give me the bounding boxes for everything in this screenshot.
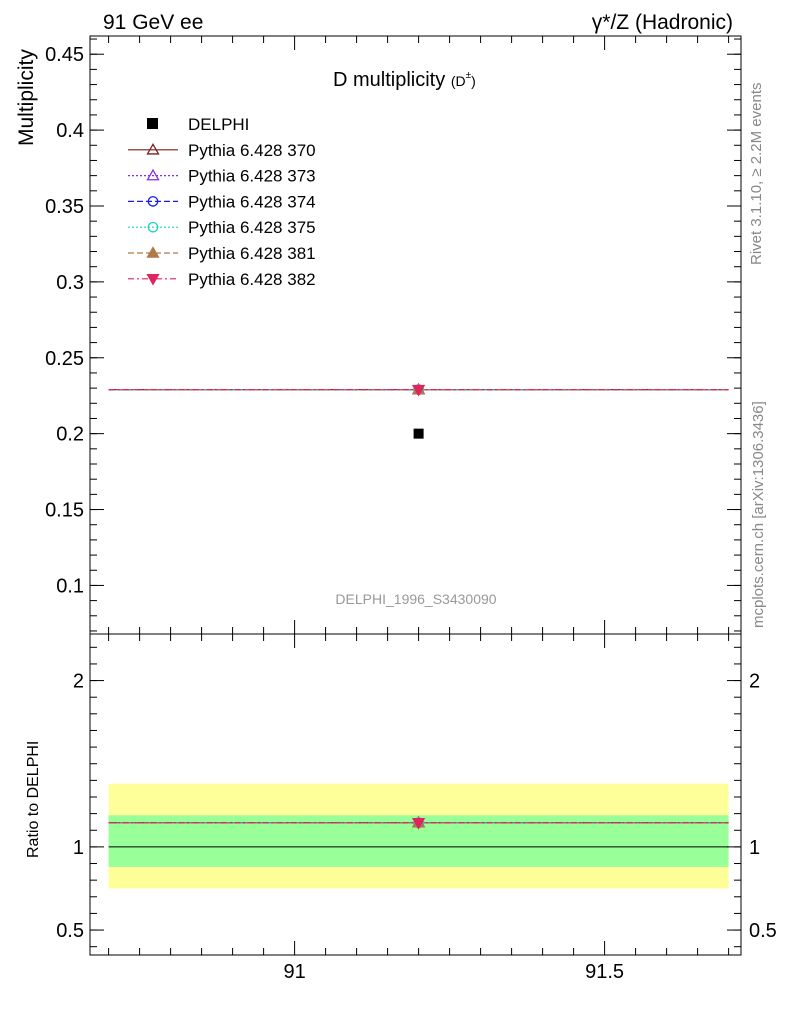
legend-marker-5 (146, 274, 160, 286)
title-main: D multiplicity (333, 69, 445, 91)
legend-marker-3 (147, 221, 159, 233)
legend-label-4: Pythia 6.428 381 (188, 244, 316, 263)
data-point-delphi (413, 428, 424, 439)
mcplots-label: mcplots.cern.ch [arXiv:1306.3436] (750, 401, 767, 628)
main-tick-label: 0.2 (56, 424, 84, 446)
legend-label-3: Pythia 6.428 375 (188, 218, 316, 237)
analysis-watermark: DELPHI_1996_S3430090 (335, 591, 496, 607)
ratio-plot-frame (89, 633, 742, 956)
legend: DELPHI Pythia 6.428 370 Pythia 6.428 373 Py… (128, 115, 316, 289)
ratio-ylabel: Ratio to DELPHI (25, 741, 42, 858)
legend-label-0: Pythia 6.428 370 (188, 141, 316, 160)
main-tick-label: 0.4 (56, 120, 84, 142)
legend-label-1: Pythia 6.428 373 (188, 167, 316, 186)
legend-label-2: Pythia 6.428 374 (188, 192, 316, 211)
main-tick-label: 0.1 (56, 575, 84, 597)
legend-marker-delphi (147, 118, 158, 129)
main-tick-label: 0.3 (56, 272, 84, 294)
legend-marker-1 (146, 168, 160, 181)
legend-marker-2 (147, 196, 159, 207)
ratio-tick-label: 1 (73, 837, 84, 859)
main-tick-label: 0.15 (45, 500, 84, 522)
main-tick-label: 0.45 (45, 44, 84, 66)
axis-ticks: 0.1 0.15 0.2 0.25 0.3 0.35 0.4 0.45 0.5 0.5 1 1 2 2 91… (45, 36, 777, 983)
ratio-tick-label-right: 1 (749, 837, 760, 859)
title-sup: ± (466, 70, 472, 81)
header-left: 91 GeV ee (103, 11, 203, 34)
ratio-bands (108, 783, 729, 889)
rivet-label: Rivet 3.1.10, ≥ 2.2M events (748, 83, 765, 266)
x-tick-label: 91.5 (585, 961, 624, 983)
main-tick-label: 0.25 (45, 348, 84, 370)
legend-marker-0 (146, 142, 160, 155)
legend-label-5: Pythia 6.428 382 (188, 270, 316, 289)
ratio-marker-5 (411, 817, 426, 830)
ratio-tick-label-right: 2 (749, 671, 760, 693)
ratio-tick-label: 0.5 (56, 920, 84, 942)
ratio-tick-label: 2 (73, 671, 84, 693)
header-right: γ*/Z (Hadronic) (592, 11, 733, 34)
main-tick-label: 0.35 (45, 196, 84, 218)
ratio-tick-label-right: 0.5 (749, 920, 777, 942)
title-sub: (D (451, 73, 466, 89)
legend-marker-4 (146, 246, 160, 258)
series-marker-5 (411, 384, 426, 397)
title-sub-close: ) (471, 73, 476, 89)
main-title: D multiplicity (D±) (333, 69, 476, 91)
x-tick-label: 91 (283, 961, 305, 983)
legend-label-delphi: DELPHI (188, 115, 249, 134)
main-ylabel: Multiplicity (15, 49, 38, 146)
markers (411, 382, 426, 830)
